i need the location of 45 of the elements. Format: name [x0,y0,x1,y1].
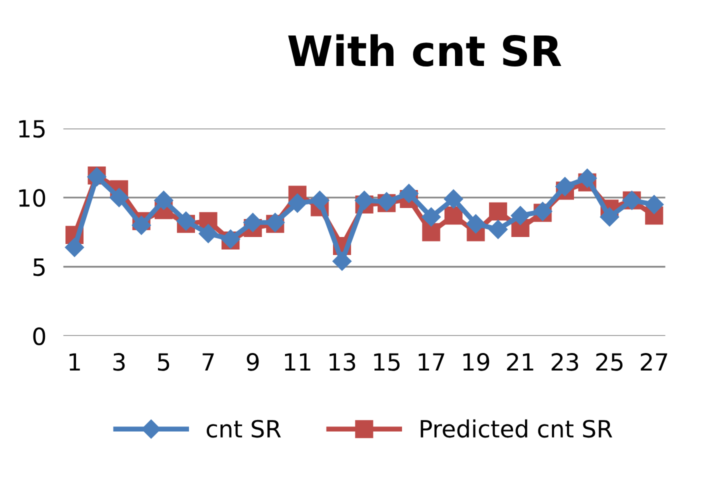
point [466,214,486,234]
x-tick-label: 9 [246,353,259,371]
point [110,188,129,208]
point [444,206,463,225]
x-tick-label: 1 [70,353,80,371]
x-tick-label: 3 [113,353,125,371]
y-tick-label: 15 [19,120,45,138]
legend-label: Predicted cnt SR [420,419,612,438]
x-tick-label: 21 [507,353,534,371]
point [578,168,597,188]
point [288,194,307,213]
point [489,202,508,220]
point [176,212,196,231]
x-tick-label: 7 [202,353,214,371]
point [64,238,84,257]
point [310,190,330,210]
x-tick-label: 25 [596,353,623,371]
y-tick-label: 5 [33,258,45,276]
x-tick-label: 15 [374,353,400,371]
point [510,206,530,226]
point [488,220,508,239]
x-tick-label: 11 [285,353,310,371]
x-tick-label: 23 [552,353,578,371]
point [198,224,218,244]
point [555,177,574,196]
legend-label: cnt SR [206,420,281,438]
point [422,223,440,242]
point [243,212,262,232]
point [644,194,664,214]
x-tick-label: 17 [418,353,444,371]
point [332,252,352,271]
y-tick-label: 0 [33,327,46,346]
point [154,190,174,210]
point [422,207,441,226]
x-tick-label: 13 [330,353,356,371]
chart-title: With cnt SR [288,34,562,67]
y-tick-label: 10 [19,189,46,207]
point [354,190,374,210]
x-tick-label: 27 [640,353,668,371]
point [132,216,151,235]
point [399,184,418,203]
x-tick-label: 19 [463,353,490,371]
point [444,189,464,209]
x-tick-label: 5 [158,353,170,371]
point [600,207,620,226]
